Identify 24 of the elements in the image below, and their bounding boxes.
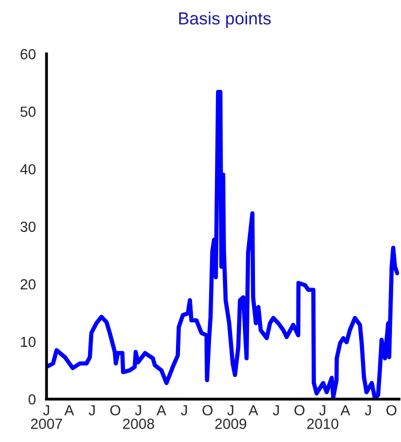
- x-tick-label: A: [340, 405, 350, 416]
- y-tick-label: 20: [20, 279, 36, 290]
- chart-title: Basis points: [179, 12, 271, 28]
- x-tick-label: J: [88, 405, 95, 416]
- y-tick-label: 30: [20, 222, 36, 232]
- x-tick-label: J: [364, 405, 371, 416]
- x-tick-label: J 2009: [215, 405, 246, 429]
- x-tick-label: J: [180, 405, 187, 416]
- x-tick-label: O: [386, 405, 396, 416]
- x-tick-label: J 2007: [31, 405, 62, 429]
- y-tick-label: 40: [20, 164, 36, 174]
- x-tick-label: A: [156, 405, 166, 416]
- y-tick-label: 60: [20, 49, 36, 60]
- y-tick-label: 10: [20, 336, 36, 348]
- x-tick-label: J 2008: [122, 405, 154, 429]
- x-tick-label: A: [248, 405, 258, 416]
- y-tick-label: 50: [20, 106, 36, 117]
- x-tick-label: O: [202, 405, 212, 416]
- y-tick-label: 0: [28, 394, 36, 405]
- x-tick-label: O: [110, 405, 120, 416]
- x-tick-label: J: [272, 405, 279, 416]
- x-tick-label: A: [64, 405, 74, 416]
- x-tick-label: J 2010: [307, 405, 338, 429]
- x-tick-label: O: [294, 405, 304, 416]
